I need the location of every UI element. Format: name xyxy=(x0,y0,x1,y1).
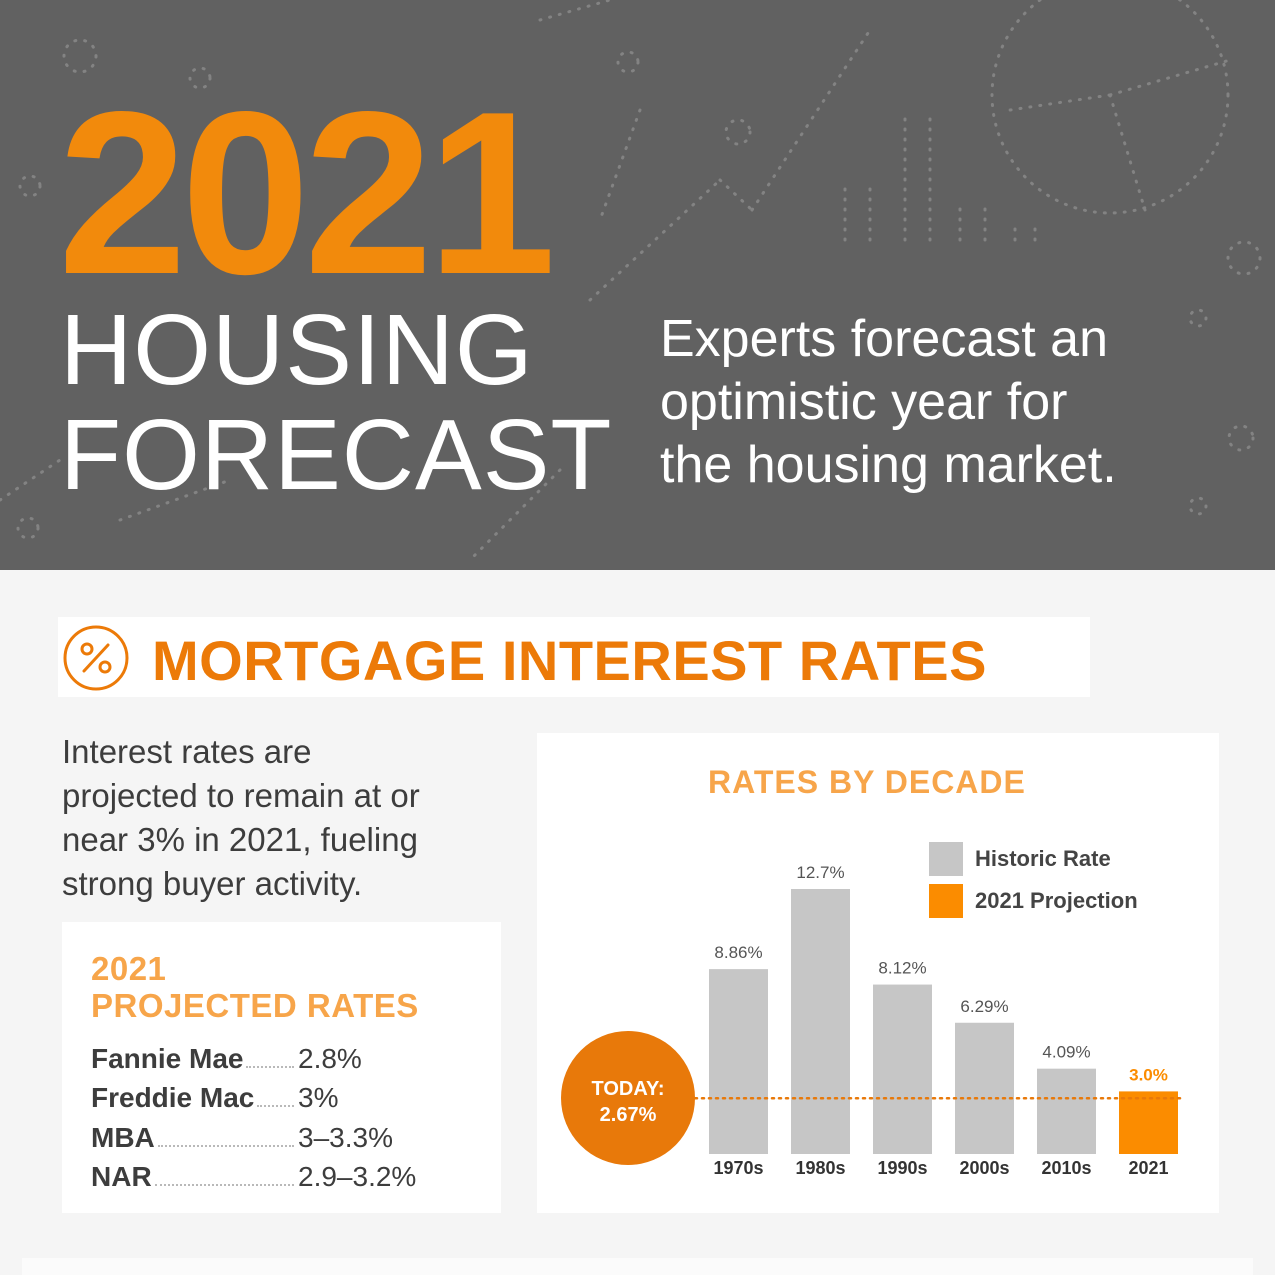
rate-row: MBA 3–3.3% xyxy=(91,1120,481,1156)
hero-banner: 2021 HOUSING FORECAST Experts forecast a… xyxy=(0,0,1275,570)
rate-row: NAR 2.9–3.2% xyxy=(91,1159,481,1195)
historic-bar xyxy=(955,1022,1014,1154)
x-tick-label: 2000s xyxy=(959,1158,1009,1178)
historic-bar xyxy=(709,969,768,1154)
rate-leader-dots xyxy=(246,1066,294,1068)
x-tick-label: 1970s xyxy=(713,1158,763,1178)
rate-value: 2.9–3.2% xyxy=(298,1161,417,1192)
today-circle xyxy=(561,1031,695,1165)
title-forecast: FORECAST xyxy=(60,399,613,511)
bar-value-label: 4.09% xyxy=(1042,1043,1090,1062)
x-tick-label: 1980s xyxy=(795,1158,845,1178)
tagline-line: the housing market. xyxy=(660,436,1117,494)
x-tick-label: 2010s xyxy=(1041,1158,1091,1178)
rates-by-decade-chart: 8.86% 1970s 12.7% 1980s 8.12% 1990s 6.29% 2000s… xyxy=(561,842,1187,1178)
tagline-line: Experts forecast an xyxy=(660,310,1108,368)
projection-bar xyxy=(1119,1091,1178,1154)
decorative-chart-pattern xyxy=(0,0,1262,562)
intro-paragraph: Interest rates are projected to remain a… xyxy=(62,730,522,906)
title-housing: HOUSING xyxy=(60,294,534,406)
bottom-strip xyxy=(22,1258,1253,1275)
bar-value-label: 12.7% xyxy=(796,863,844,882)
legend-label-historic: Historic Rate xyxy=(975,846,1111,871)
today-label: TODAY: xyxy=(592,1078,665,1100)
bar-value-label: 3.0% xyxy=(1129,1065,1168,1084)
rate-row: Fannie Mae 2.8% xyxy=(91,1041,481,1077)
tagline-line: optimistic year for xyxy=(660,373,1068,431)
intro-line: strong buyer activity. xyxy=(62,865,363,902)
intro-line: Interest rates are xyxy=(62,733,312,770)
legend-swatch-historic xyxy=(929,842,963,876)
historic-bar xyxy=(873,984,932,1154)
tagline: Experts forecast an optimistic year for … xyxy=(660,308,1260,497)
section-header-bar xyxy=(58,617,1090,697)
rate-source: Fannie Mae xyxy=(91,1043,244,1074)
bar-value-label: 6.29% xyxy=(960,997,1008,1016)
rate-leader-dots xyxy=(155,1184,294,1186)
bar-value-label: 8.12% xyxy=(878,959,926,978)
x-tick-label: 2021 xyxy=(1128,1158,1168,1178)
year-heading: 2021 xyxy=(58,64,556,323)
projected-rates-title-line: 2021 xyxy=(91,950,167,987)
historic-bar xyxy=(1037,1068,1096,1154)
chart-title: RATES BY DECADE xyxy=(708,764,1026,800)
historic-bar xyxy=(791,889,850,1154)
rate-source: NAR xyxy=(91,1161,152,1192)
intro-line: near 3% in 2021, fueling xyxy=(62,821,418,858)
rate-source: Freddie Mac xyxy=(91,1082,255,1113)
rate-row: Freddie Mac 3% xyxy=(91,1080,481,1116)
x-tick-label: 1990s xyxy=(877,1158,927,1178)
legend-swatch-projection xyxy=(929,884,963,918)
today-value: 2.67% xyxy=(600,1104,657,1126)
rate-value: 2.8% xyxy=(298,1043,362,1074)
projected-rates-title: 2021 PROJECTED RATES xyxy=(91,950,419,1024)
percent-circle-icon xyxy=(63,625,129,691)
projected-rates-title-line: PROJECTED RATES xyxy=(91,987,419,1024)
rate-leader-dots xyxy=(158,1145,294,1147)
intro-line: projected to remain at or xyxy=(62,777,420,814)
rate-source: MBA xyxy=(91,1122,155,1153)
rate-value: 3–3.3% xyxy=(298,1122,393,1153)
bar-value-label: 8.86% xyxy=(714,943,762,962)
rate-leader-dots xyxy=(257,1105,294,1107)
rate-value: 3% xyxy=(298,1082,339,1113)
section-title: MORTGAGE INTEREST RATES xyxy=(152,629,987,692)
legend-label-projection: 2021 Projection xyxy=(975,888,1138,913)
